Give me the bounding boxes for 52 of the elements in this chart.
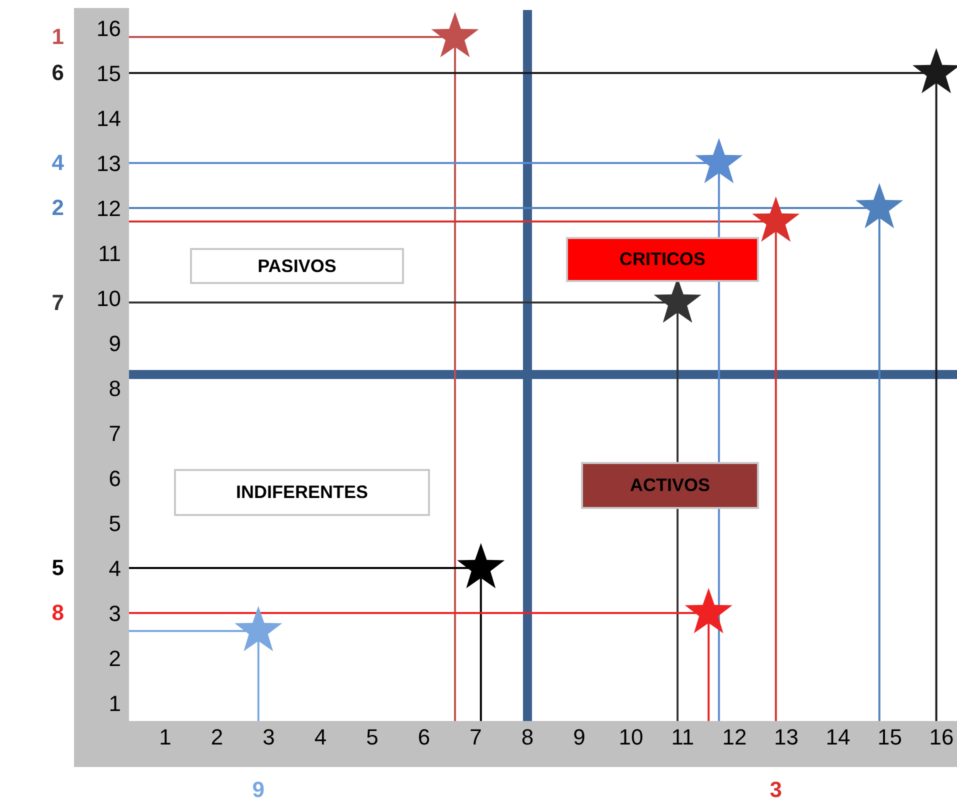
text: 6 (52, 60, 64, 86)
x-tick-label: 13 (774, 724, 798, 750)
y-tick-label: 16 (96, 16, 121, 41)
y-tick-label: 9 (108, 330, 121, 356)
point (695, 138, 743, 184)
label-box: ACTIVOS (581, 462, 759, 509)
x-tick-label: 12 (722, 724, 747, 750)
y-tick-label: 10 (96, 286, 121, 311)
text: 3 (768, 777, 783, 803)
y-tick-label: 15 (96, 60, 121, 86)
label-box: CRITICOS (566, 237, 759, 282)
y-tick-label: 11 (98, 240, 121, 266)
y-tick-label: 1 (108, 690, 121, 716)
x-tick-label: 7 (470, 724, 482, 750)
y-tick-label: 12 (96, 196, 121, 221)
text: 9 (251, 777, 266, 803)
y-tick-label: 13 (96, 150, 121, 176)
x-tick-label: 4 (314, 724, 327, 750)
x-tick-label: 11 (671, 724, 694, 750)
x-tick-label: 5 (366, 724, 378, 750)
y-tick-label: 6 (108, 466, 121, 491)
y-tick-label: 14 (96, 106, 121, 131)
x-tick-label: 16 (929, 724, 954, 750)
point (234, 606, 282, 652)
y-tick-label: 3 (108, 600, 121, 626)
y-tick-label: 5 (108, 510, 121, 536)
y-tick-label: 2 (108, 646, 121, 671)
x-tick-label: 15 (877, 724, 902, 750)
label-box: INDIFERENTES (174, 469, 430, 516)
x-tick-label: 8 (521, 724, 534, 750)
y-tick-label: 7 (108, 420, 121, 446)
x-tick-label: 6 (418, 724, 430, 750)
text: 2 (52, 195, 64, 221)
point (684, 588, 732, 634)
text: 4 (52, 150, 64, 176)
point (431, 12, 479, 58)
x-tick-label: 9 (573, 724, 586, 750)
text: 5 (52, 555, 64, 581)
x-tick-label: 1 (159, 724, 172, 750)
text: 8 (52, 600, 64, 626)
label-box: PASIVOS (190, 248, 404, 284)
text: 1 (52, 24, 64, 50)
x-tick-label: 10 (618, 724, 644, 750)
point (457, 543, 505, 588)
y-tick-label: 8 (108, 376, 121, 401)
x-tick-label: 2 (210, 724, 224, 750)
point (856, 183, 904, 228)
x-tick-label: 3 (262, 724, 275, 750)
text: 7 (52, 290, 64, 316)
point (752, 196, 800, 242)
y-tick-label: 4 (108, 556, 121, 581)
x-tick-label: 14 (826, 724, 850, 750)
